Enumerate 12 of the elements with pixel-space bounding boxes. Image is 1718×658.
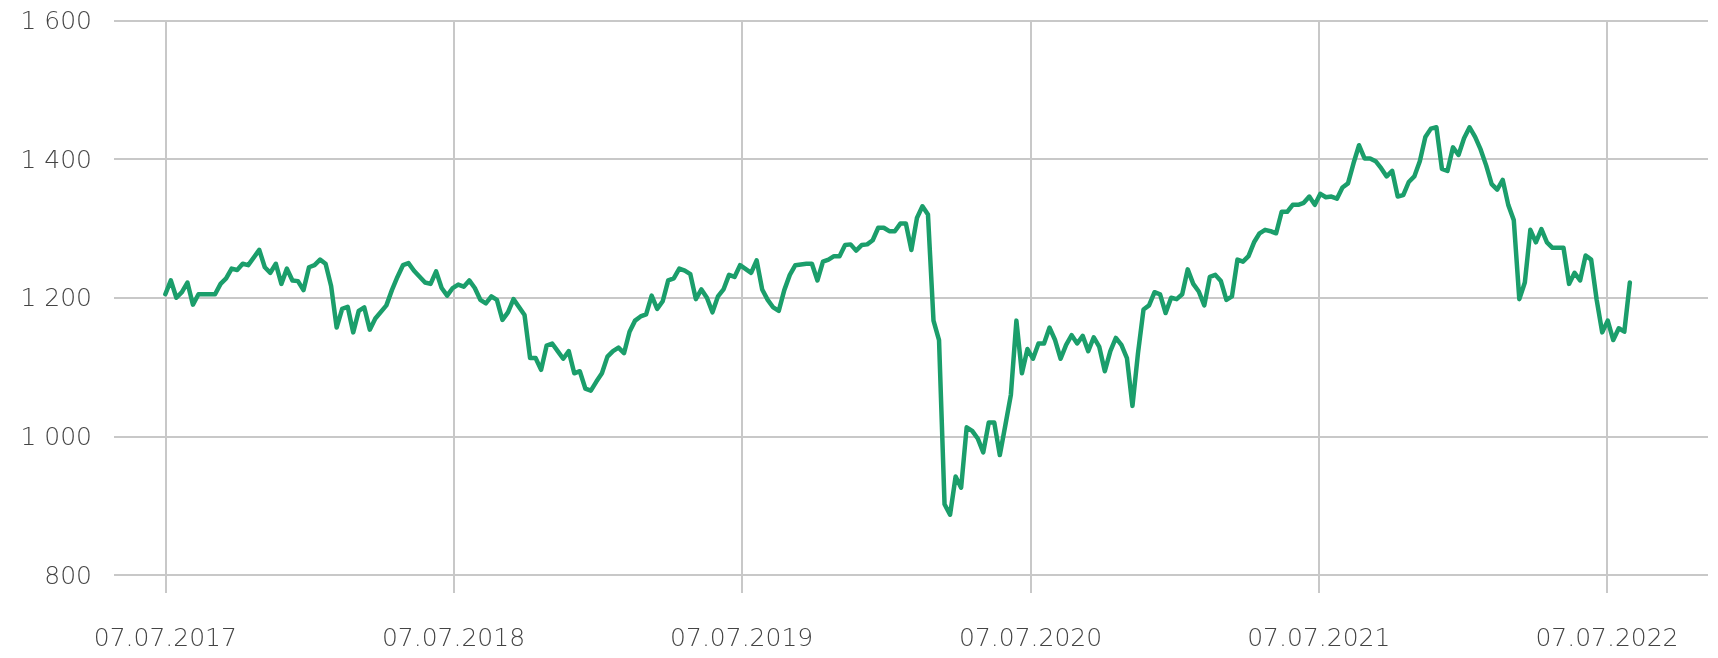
y-tick-label: 1 600 [20, 6, 92, 35]
x-tick-label: 07.07.2017 [93, 623, 237, 652]
y-tick-label: 1 000 [20, 421, 92, 451]
y-tick-label: 1 200 [20, 283, 92, 313]
x-tick-label: 07.07.2020 [959, 623, 1103, 652]
x-tick-label: 07.07.2019 [670, 623, 814, 652]
x-tick-label: 07.07.2021 [1247, 623, 1391, 652]
x-tick-label: 07.07.2018 [381, 623, 526, 652]
y-tick-label: 1 400 [20, 144, 92, 174]
y-tick-label: 800 [44, 560, 92, 590]
line-series [163, 124, 1633, 517]
x-tick-label: 07.07.2022 [1535, 623, 1679, 652]
